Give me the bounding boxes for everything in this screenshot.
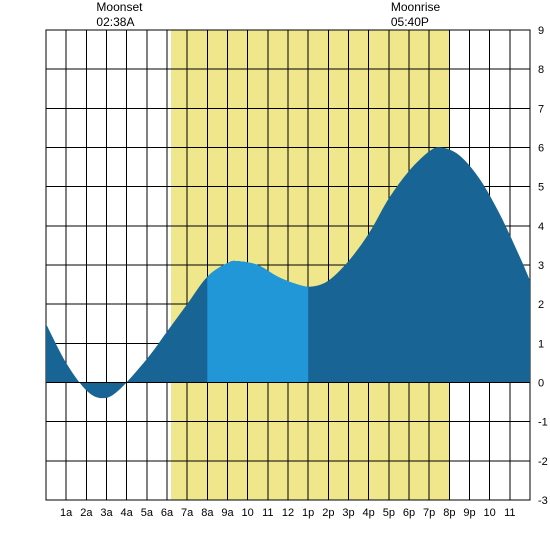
chart-svg: -3-2-101234567891a2a3a4a5a6a7a8a9a101112… [0, 0, 550, 550]
moonset-label: Moonset 02:38A [96, 0, 142, 30]
x-tick-label: 3p [342, 507, 354, 519]
y-tick-label: -2 [538, 456, 548, 468]
y-tick-label: 9 [538, 25, 544, 37]
x-tick-label: 8a [201, 507, 214, 519]
x-tick-label: 6p [403, 507, 415, 519]
y-tick-label: 5 [538, 182, 544, 194]
y-tick-label: 7 [538, 103, 544, 115]
y-tick-label: 8 [538, 64, 544, 76]
x-tick-label: 5a [141, 507, 154, 519]
y-tick-label: 3 [538, 260, 544, 272]
tide-chart: Moonset 02:38A Moonrise 05:40P -3-2-1012… [0, 0, 550, 550]
x-tick-label: 7p [423, 507, 435, 519]
y-tick-label: 0 [538, 378, 544, 390]
moonrise-label: Moonrise 05:40P [391, 0, 440, 30]
x-tick-label: 1p [302, 507, 314, 519]
x-tick-label: 5p [383, 507, 395, 519]
y-tick-label: -3 [538, 495, 548, 507]
x-tick-label: 10 [242, 507, 254, 519]
x-tick-label: 4p [363, 507, 375, 519]
x-tick-label: 11 [504, 507, 515, 519]
moonrise-title: Moonrise [391, 0, 440, 15]
x-tick-label: 7a [181, 507, 194, 519]
y-tick-label: 6 [538, 143, 544, 155]
y-tick-label: 2 [538, 299, 544, 311]
x-tick-label: 1a [60, 507, 73, 519]
x-tick-label: 9a [221, 507, 234, 519]
x-tick-label: 2p [322, 507, 334, 519]
x-tick-label: 3a [100, 507, 113, 519]
y-axis-labels: -3 -2 -1 0 1 2 3 4 5 6 7 8 9 [538, 25, 548, 507]
moonset-title: Moonset [96, 0, 142, 15]
x-tick-label: 4a [121, 507, 134, 519]
y-tick-label: -1 [538, 417, 548, 429]
moonset-time: 02:38A [96, 15, 142, 30]
x-tick-label: 10 [484, 507, 496, 519]
moonrise-time: 05:40P [391, 15, 440, 30]
y-tick-label: 4 [538, 221, 544, 233]
x-tick-label: 2a [80, 507, 93, 519]
y-tick-label: 1 [538, 338, 544, 350]
x-tick-label: 12 [282, 507, 294, 519]
x-axis-labels: 1a 2a 3a 4a 5a 6a 7a 8a 9a 10 11 12 1p 2p 3p 4p 5p 6p 7p 8p… [60, 507, 516, 519]
x-tick-label: 6a [161, 507, 174, 519]
x-tick-label: 8p [443, 507, 455, 519]
x-tick-label: 9p [463, 507, 475, 519]
x-tick-label: 11 [262, 507, 273, 519]
